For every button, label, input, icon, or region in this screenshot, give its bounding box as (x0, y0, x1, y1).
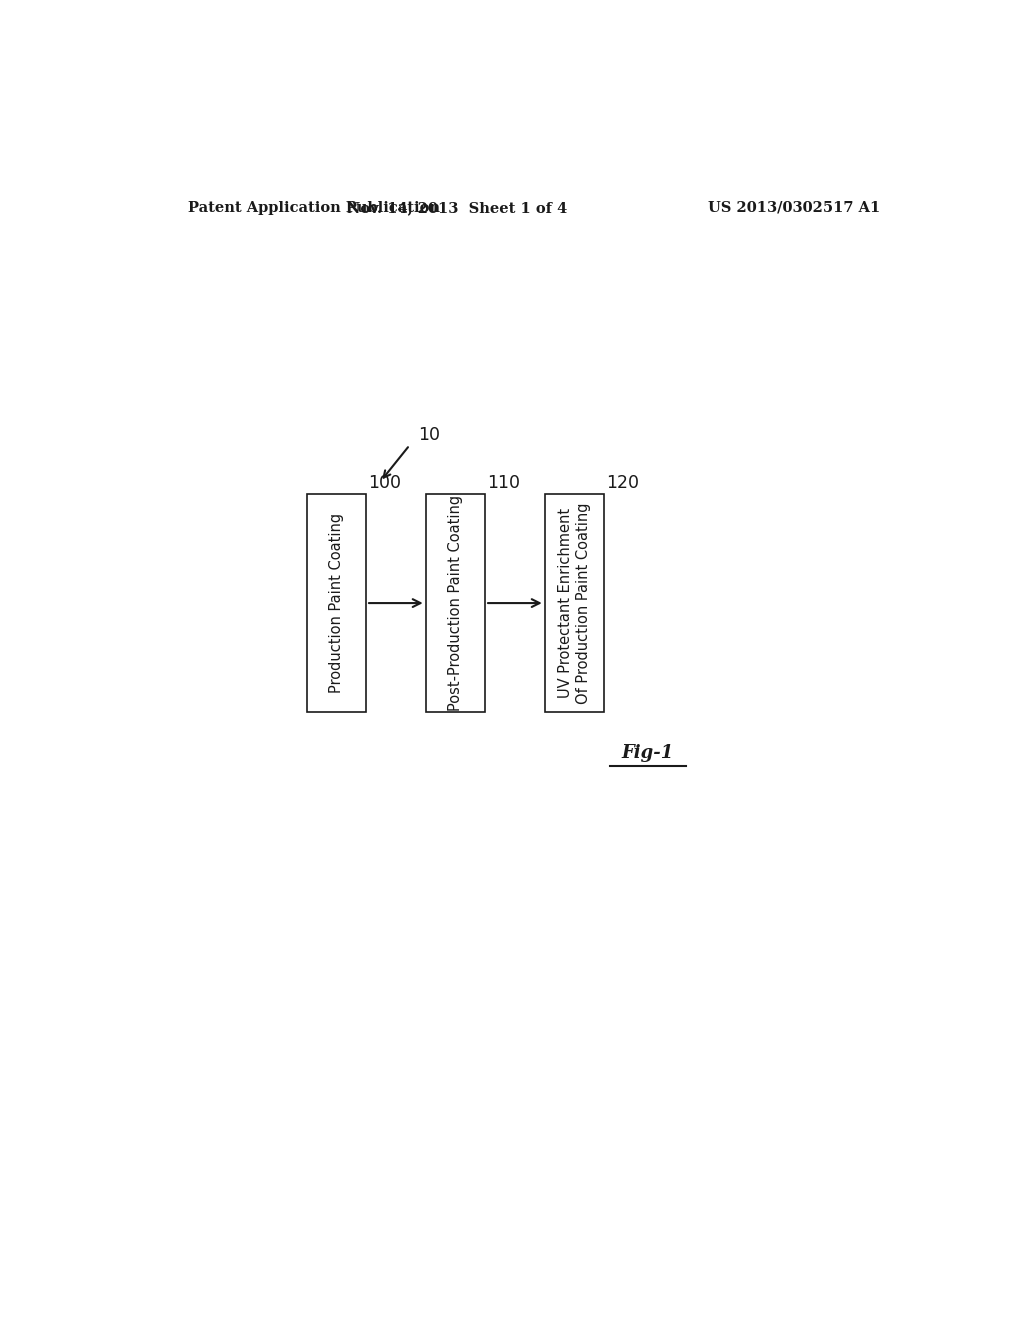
Text: US 2013/0302517 A1: US 2013/0302517 A1 (709, 201, 881, 215)
Text: Nov. 14, 2013  Sheet 1 of 4: Nov. 14, 2013 Sheet 1 of 4 (347, 201, 567, 215)
Bar (426, 494, 485, 713)
Text: Post-Production Paint Coating: Post-Production Paint Coating (447, 495, 463, 711)
Text: Patent Application Publication: Patent Application Publication (187, 201, 439, 215)
Text: 120: 120 (606, 474, 639, 492)
Text: UV Protectant Enrichment
Of Production Paint Coating: UV Protectant Enrichment Of Production P… (558, 503, 591, 704)
Text: 100: 100 (368, 474, 400, 492)
Text: Production Paint Coating: Production Paint Coating (329, 513, 344, 693)
Text: 110: 110 (486, 474, 520, 492)
Bar (306, 494, 367, 713)
Bar (545, 494, 604, 713)
Text: Fig-1: Fig-1 (622, 744, 674, 762)
Text: 10: 10 (418, 426, 439, 444)
